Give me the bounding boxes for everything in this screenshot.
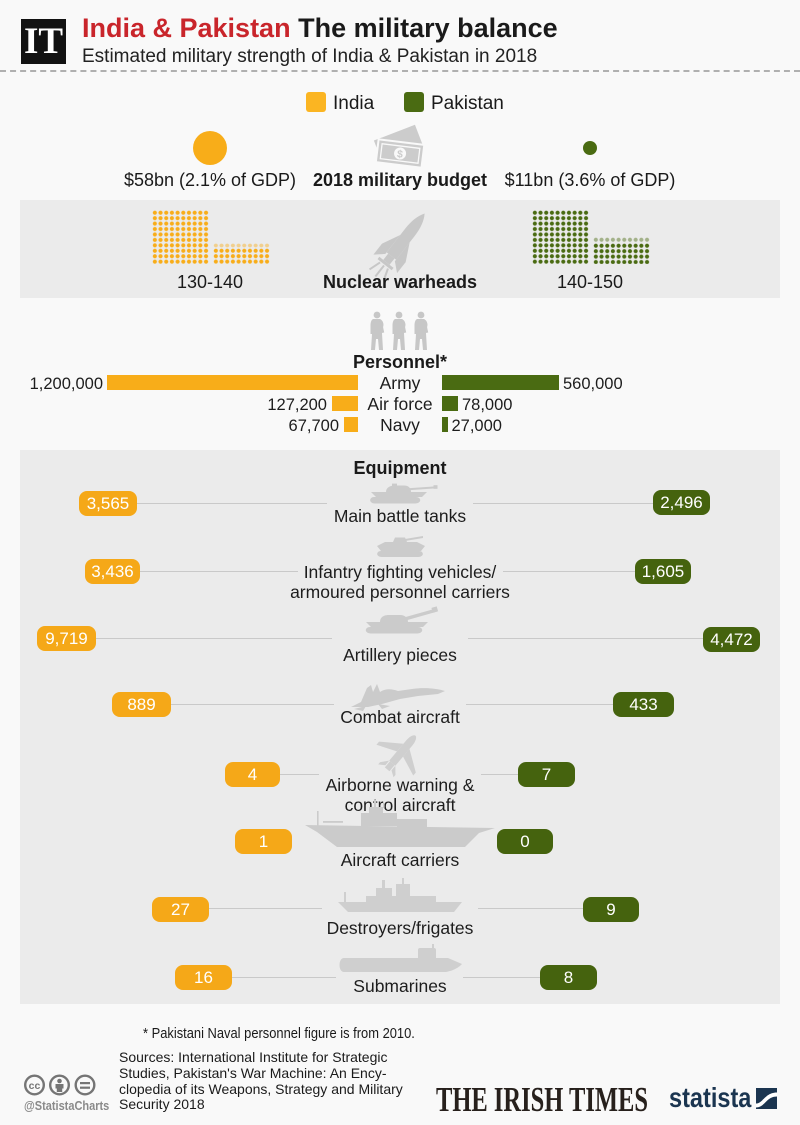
svg-text:$: $	[396, 148, 403, 161]
svg-text:cc: cc	[29, 1080, 41, 1092]
